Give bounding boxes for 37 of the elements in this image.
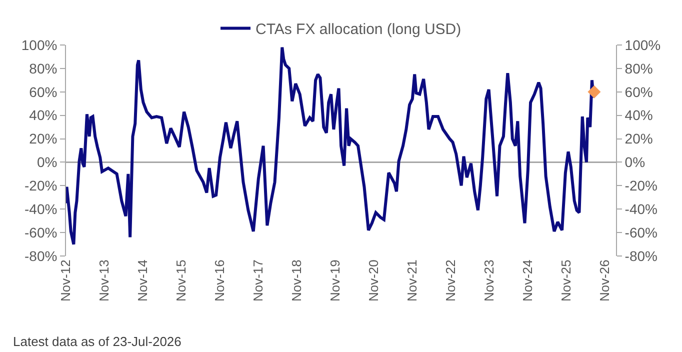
x-tick-label: Nov-25 (558, 260, 574, 302)
y2-tick-label: -80% (624, 248, 658, 264)
y-tick-label: 80% (29, 60, 58, 76)
y-tick-label: 20% (29, 130, 58, 147)
y-tick-label: 0% (36, 154, 58, 170)
y-tick-label: 100% (21, 36, 58, 53)
y2-tick-label: -20% (624, 178, 658, 194)
x-tick-label: Nov-17 (250, 260, 266, 302)
x-tick-label: Nov-23 (482, 260, 497, 302)
x-tick-label: Nov-18 (289, 260, 304, 302)
y2-tick-label: 40% (624, 107, 653, 124)
x-tick-label: Nov-19 (328, 260, 343, 302)
x-tick-label: Nov-14 (135, 260, 150, 302)
y2-tick-label: 0% (624, 154, 646, 170)
y-tick-label: 60% (29, 84, 58, 100)
y2-tick-label: -40% (624, 201, 658, 218)
x-tick-label: Nov-21 (404, 260, 420, 302)
x-tick-label: Nov-22 (443, 260, 458, 302)
y-tick-label: -80% (24, 248, 58, 264)
x-tick-label: Nov-16 (212, 260, 228, 302)
x-tick-label: Nov-26 (597, 260, 612, 302)
y-tick-label: 40% (29, 107, 58, 124)
y-tick-label: -60% (24, 224, 58, 240)
y2-tick-label: -60% (624, 224, 658, 240)
x-tick-label: Nov-15 (174, 260, 189, 302)
legend-label: CTAs FX allocation (long USD) (256, 21, 462, 38)
y2-tick-label: 100% (624, 36, 661, 53)
text: Latest data as of 23-Jul-2026 (13, 334, 182, 349)
y2-tick-label: 60% (624, 84, 653, 100)
y2-tick-label: 20% (624, 130, 653, 147)
y2-tick-label: 80% (624, 60, 653, 76)
y-tick-label: -20% (24, 178, 58, 194)
x-tick-label: Nov-12 (58, 260, 74, 302)
x-tick-label: Nov-24 (520, 260, 536, 302)
x-tick-label: Nov-13 (96, 260, 112, 302)
y-tick-label: -40% (24, 201, 58, 218)
x-tick-label: Nov-20 (366, 260, 382, 302)
